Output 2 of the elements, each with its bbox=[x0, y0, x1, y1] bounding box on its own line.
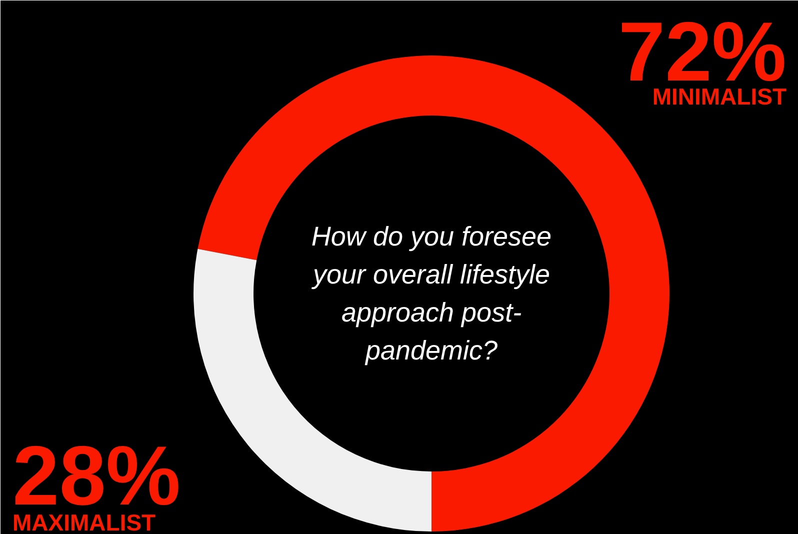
text: How do you foresee your overall lifestyle approach post-pandemic? bbox=[310, 222, 552, 366]
slice-label: MINIMALIST bbox=[652, 84, 787, 110]
